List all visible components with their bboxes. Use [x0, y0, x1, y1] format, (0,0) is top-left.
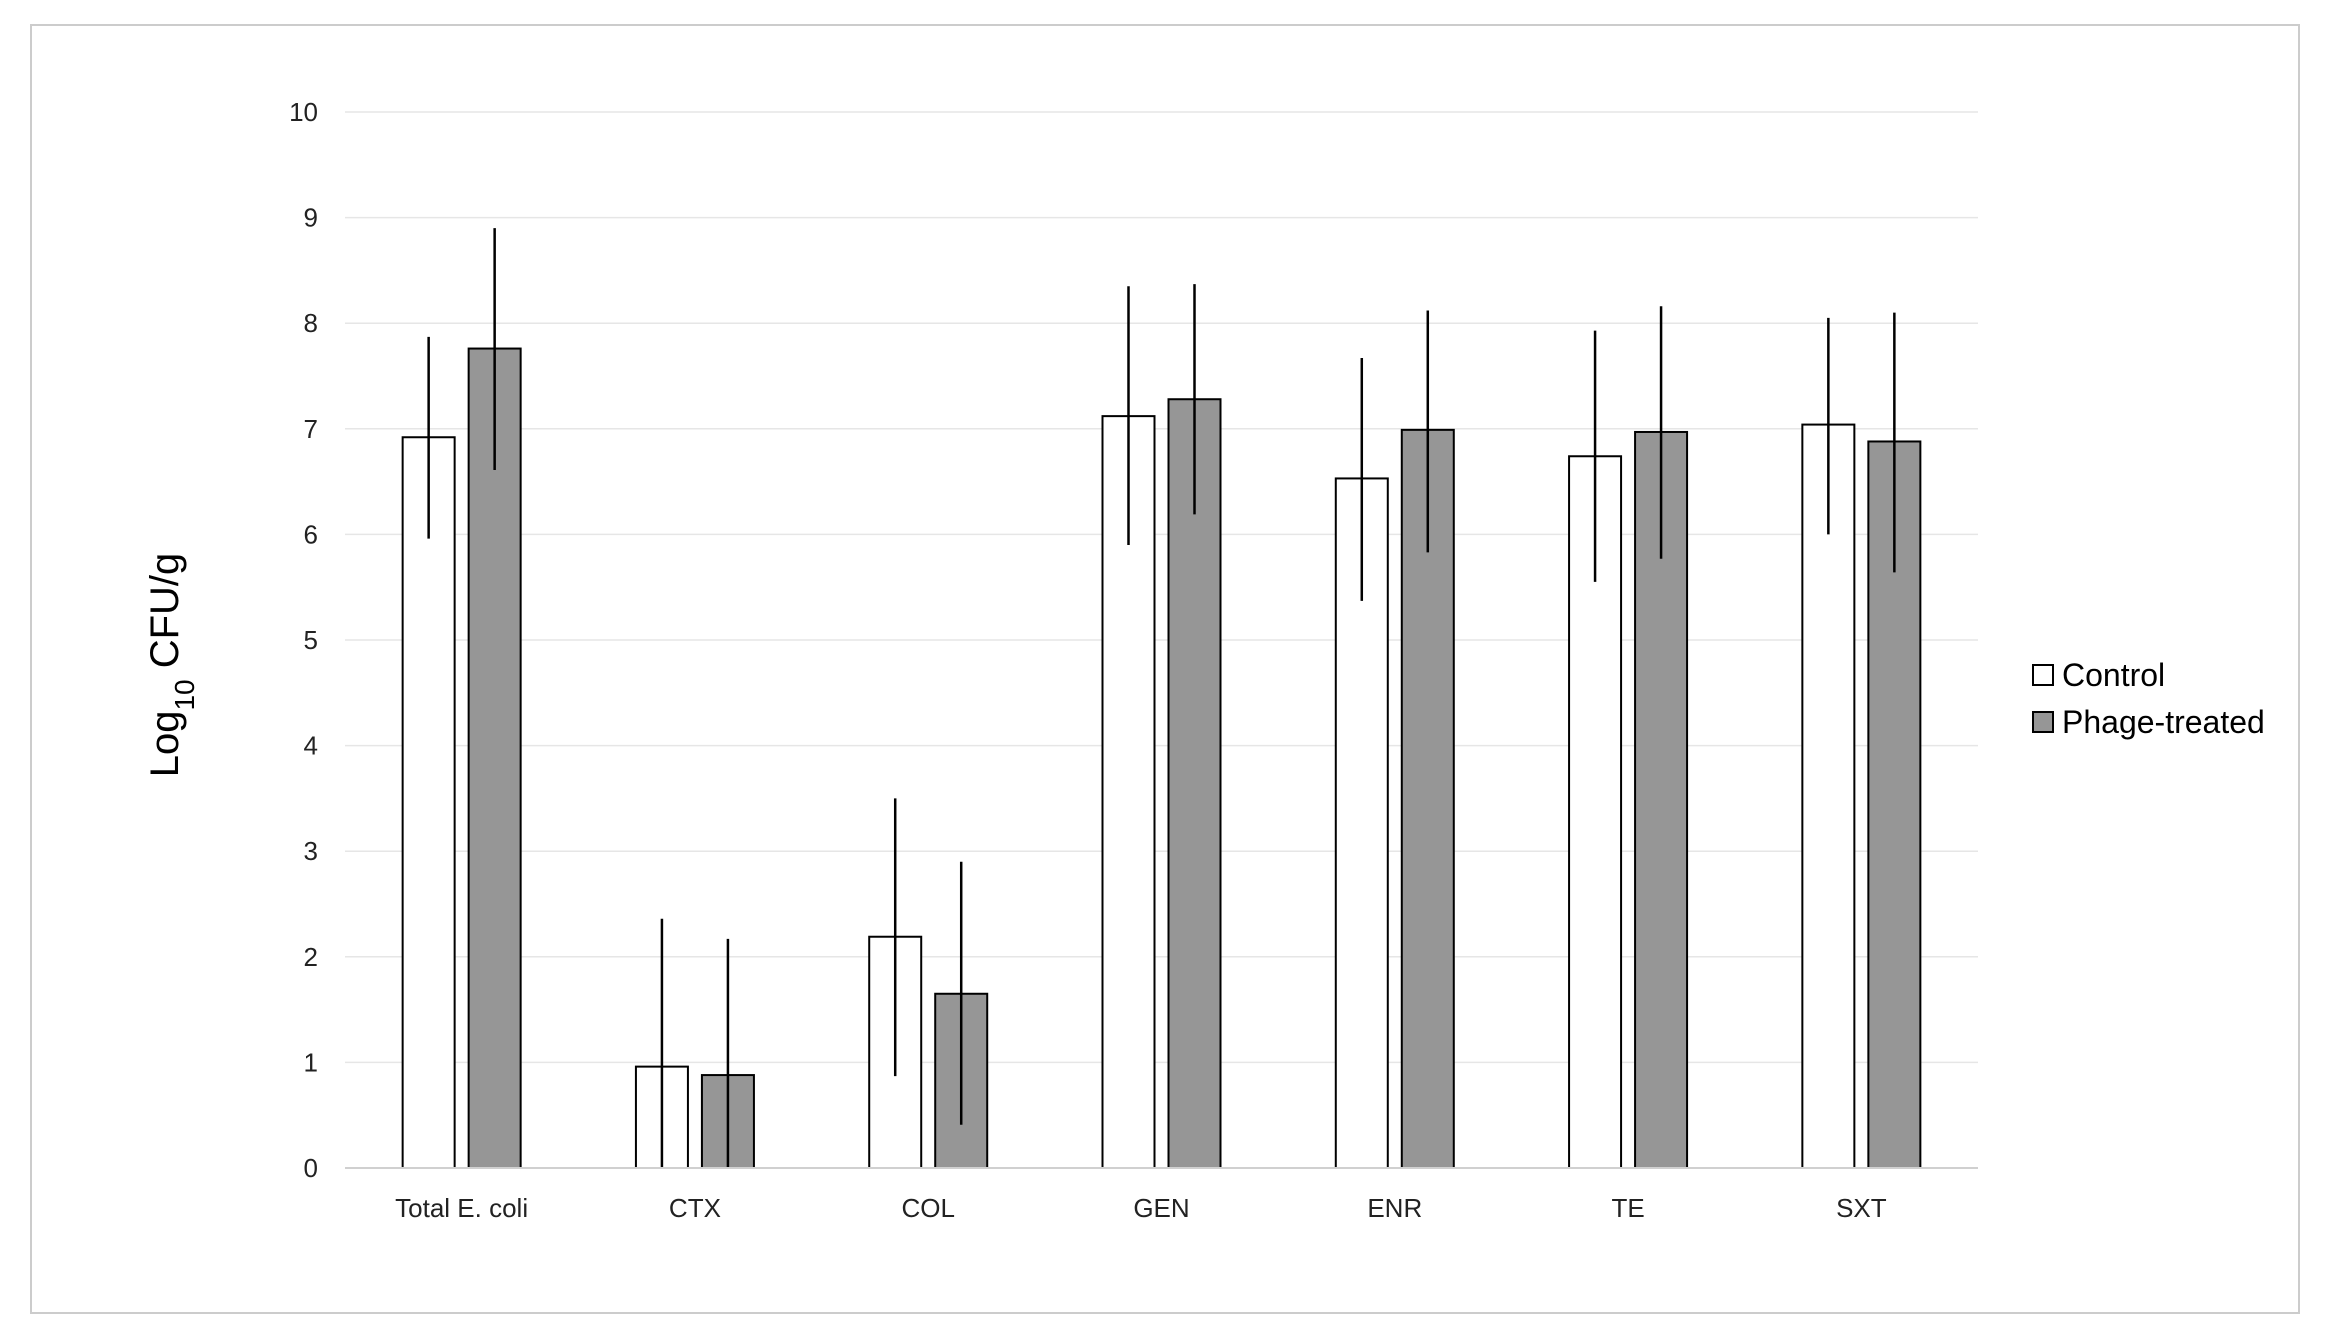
legend-label-control: Control: [2062, 657, 2165, 693]
bar-phage-treated: [1634, 430, 1689, 1169]
category-labels: Total E. coli CTX COL GEN ENR TE SXT: [395, 1193, 1887, 1223]
legend-swatch-control: [2032, 664, 2054, 686]
y-tick-label: 7: [304, 414, 318, 444]
y-axis-label-unit: CFU/g: [143, 553, 187, 680]
y-axis-label-subscript: 10: [169, 679, 200, 710]
category-label: TE: [1611, 1193, 1644, 1223]
category-label: COL: [901, 1193, 954, 1223]
y-tick-label: 1: [304, 1047, 318, 1077]
y-tick-label: 6: [304, 519, 318, 549]
category-label: SXT: [1836, 1193, 1887, 1223]
y-tick-label: 8: [304, 308, 318, 338]
y-tick-label: 4: [304, 731, 318, 761]
bar-phage-treated: [1167, 398, 1222, 1169]
bar-phage-treated: [467, 347, 522, 1169]
legend-swatch-phage-treated: [2032, 711, 2054, 733]
legend: Control Phage-treated: [2032, 657, 2265, 740]
bar-control: [401, 436, 456, 1169]
y-tick-label: 0: [304, 1153, 318, 1183]
category-label: Total E. coli: [395, 1193, 528, 1223]
category-label: ENR: [1367, 1193, 1422, 1223]
y-tick-label: 5: [304, 625, 318, 655]
bar-control: [1801, 423, 1856, 1169]
category-label: CTX: [669, 1193, 721, 1223]
legend-label-phage-treated: Phage-treated: [2062, 704, 2265, 740]
y-tick-label: 3: [304, 836, 318, 866]
y-axis-label: Log10 CFU/g: [143, 553, 200, 778]
bars: [401, 347, 1922, 1170]
y-axis-ticks: 0 1 2 3 4 5 6 7 8 9 10: [289, 97, 318, 1183]
category-label: GEN: [1133, 1193, 1189, 1223]
y-tick-label: 10: [289, 97, 318, 127]
error-bars: [427, 228, 1896, 1168]
gridlines: [345, 111, 1978, 1064]
y-tick-label: 9: [304, 203, 318, 233]
y-axis-label-base: Log: [143, 711, 187, 778]
y-tick-label: 2: [304, 942, 318, 972]
